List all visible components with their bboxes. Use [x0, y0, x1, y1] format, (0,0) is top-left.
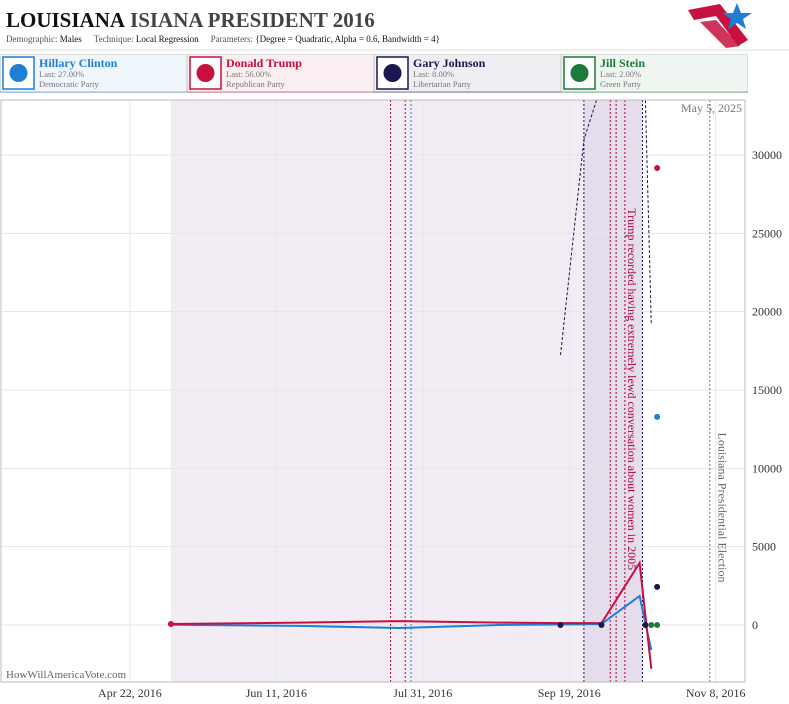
title-main: LOUISIANA — [6, 8, 126, 32]
y-tick-label: 0 — [752, 618, 758, 632]
param-value: Local Regression — [136, 34, 199, 44]
candidate-icon-glyph — [383, 64, 402, 82]
candidate-icon-glyph — [570, 64, 589, 82]
shaded-period — [583, 100, 643, 682]
shaded-period — [170, 100, 584, 682]
candidate-name: Donald Trump — [226, 56, 302, 70]
poll-dot — [648, 621, 655, 628]
y-tick-label: 20000 — [752, 305, 782, 319]
param-label: Technique: — [94, 34, 134, 44]
y-tick-label: 15000 — [752, 383, 782, 397]
candidate-name: Gary Johnson — [413, 56, 486, 70]
param-value: Males — [60, 34, 82, 44]
candidate-icon-glyph — [196, 64, 215, 82]
candidate-last: Last: 56.00% — [226, 69, 271, 79]
series-line — [560, 100, 652, 355]
series-line — [170, 594, 653, 651]
annotation: Trump recorded having extremely lewd con… — [625, 208, 639, 570]
plot-border — [0, 99, 746, 683]
candidate-party: Republican Party — [226, 79, 286, 89]
candidate-icon-glyph — [9, 64, 28, 82]
y-tick-label: 30000 — [752, 148, 782, 162]
logo — [688, 3, 752, 48]
candidate-party: Green Party — [600, 79, 642, 89]
poll-dot — [654, 164, 661, 171]
poll-dot — [557, 621, 564, 628]
series-line — [170, 559, 653, 669]
param-label: Demographic: — [6, 34, 57, 44]
x-tick-label: Sep 19, 2016 — [538, 686, 601, 700]
annotation: Louisiana Presidential Election — [716, 432, 730, 582]
date-stamp: May 5, 2025 — [681, 101, 742, 115]
poll-dot — [598, 621, 605, 628]
x-tick-label: Nov 8, 2016 — [686, 686, 746, 700]
param-label: Parameters: — [211, 34, 253, 44]
candidate-last: Last: 8.00% — [413, 69, 454, 79]
candidate-party: Libertarian Party — [413, 79, 472, 89]
plot-area — [1, 100, 745, 682]
param-value: {Degree = Quadratic, Alpha = 0.6, Bandwi… — [255, 34, 440, 44]
y-tick-label: 5000 — [752, 540, 776, 554]
poll-dot — [167, 621, 174, 628]
candidate-name: Hillary Clinton — [39, 56, 118, 70]
x-tick-label: Apr 22, 2016 — [98, 686, 162, 700]
candidate-party: Democratic Party — [39, 79, 99, 89]
candidate-name: Jill Stein — [600, 56, 645, 70]
title-rest: ISIANA PRESIDENT 2016 — [130, 8, 375, 32]
poll-dot — [654, 583, 661, 590]
poll-dot — [654, 413, 661, 420]
poll-dot — [654, 621, 661, 628]
y-tick-label: 25000 — [752, 226, 782, 240]
title: LOUISIANA ISIANA PRESIDENT 2016 — [6, 8, 375, 32]
candidate-last: Last: 27.00% — [39, 69, 84, 79]
candidate-last: Last: 2.00% — [600, 69, 641, 79]
poll-dot — [642, 621, 649, 628]
x-tick-label: Jul 31, 2016 — [393, 686, 452, 700]
parameters: Demographic: Males Technique: Local Regre… — [6, 34, 440, 44]
x-tick-label: Jun 11, 2016 — [246, 686, 307, 700]
watermark: HowWillAmericaVote.com — [6, 669, 126, 681]
y-tick-label: 10000 — [752, 461, 782, 475]
